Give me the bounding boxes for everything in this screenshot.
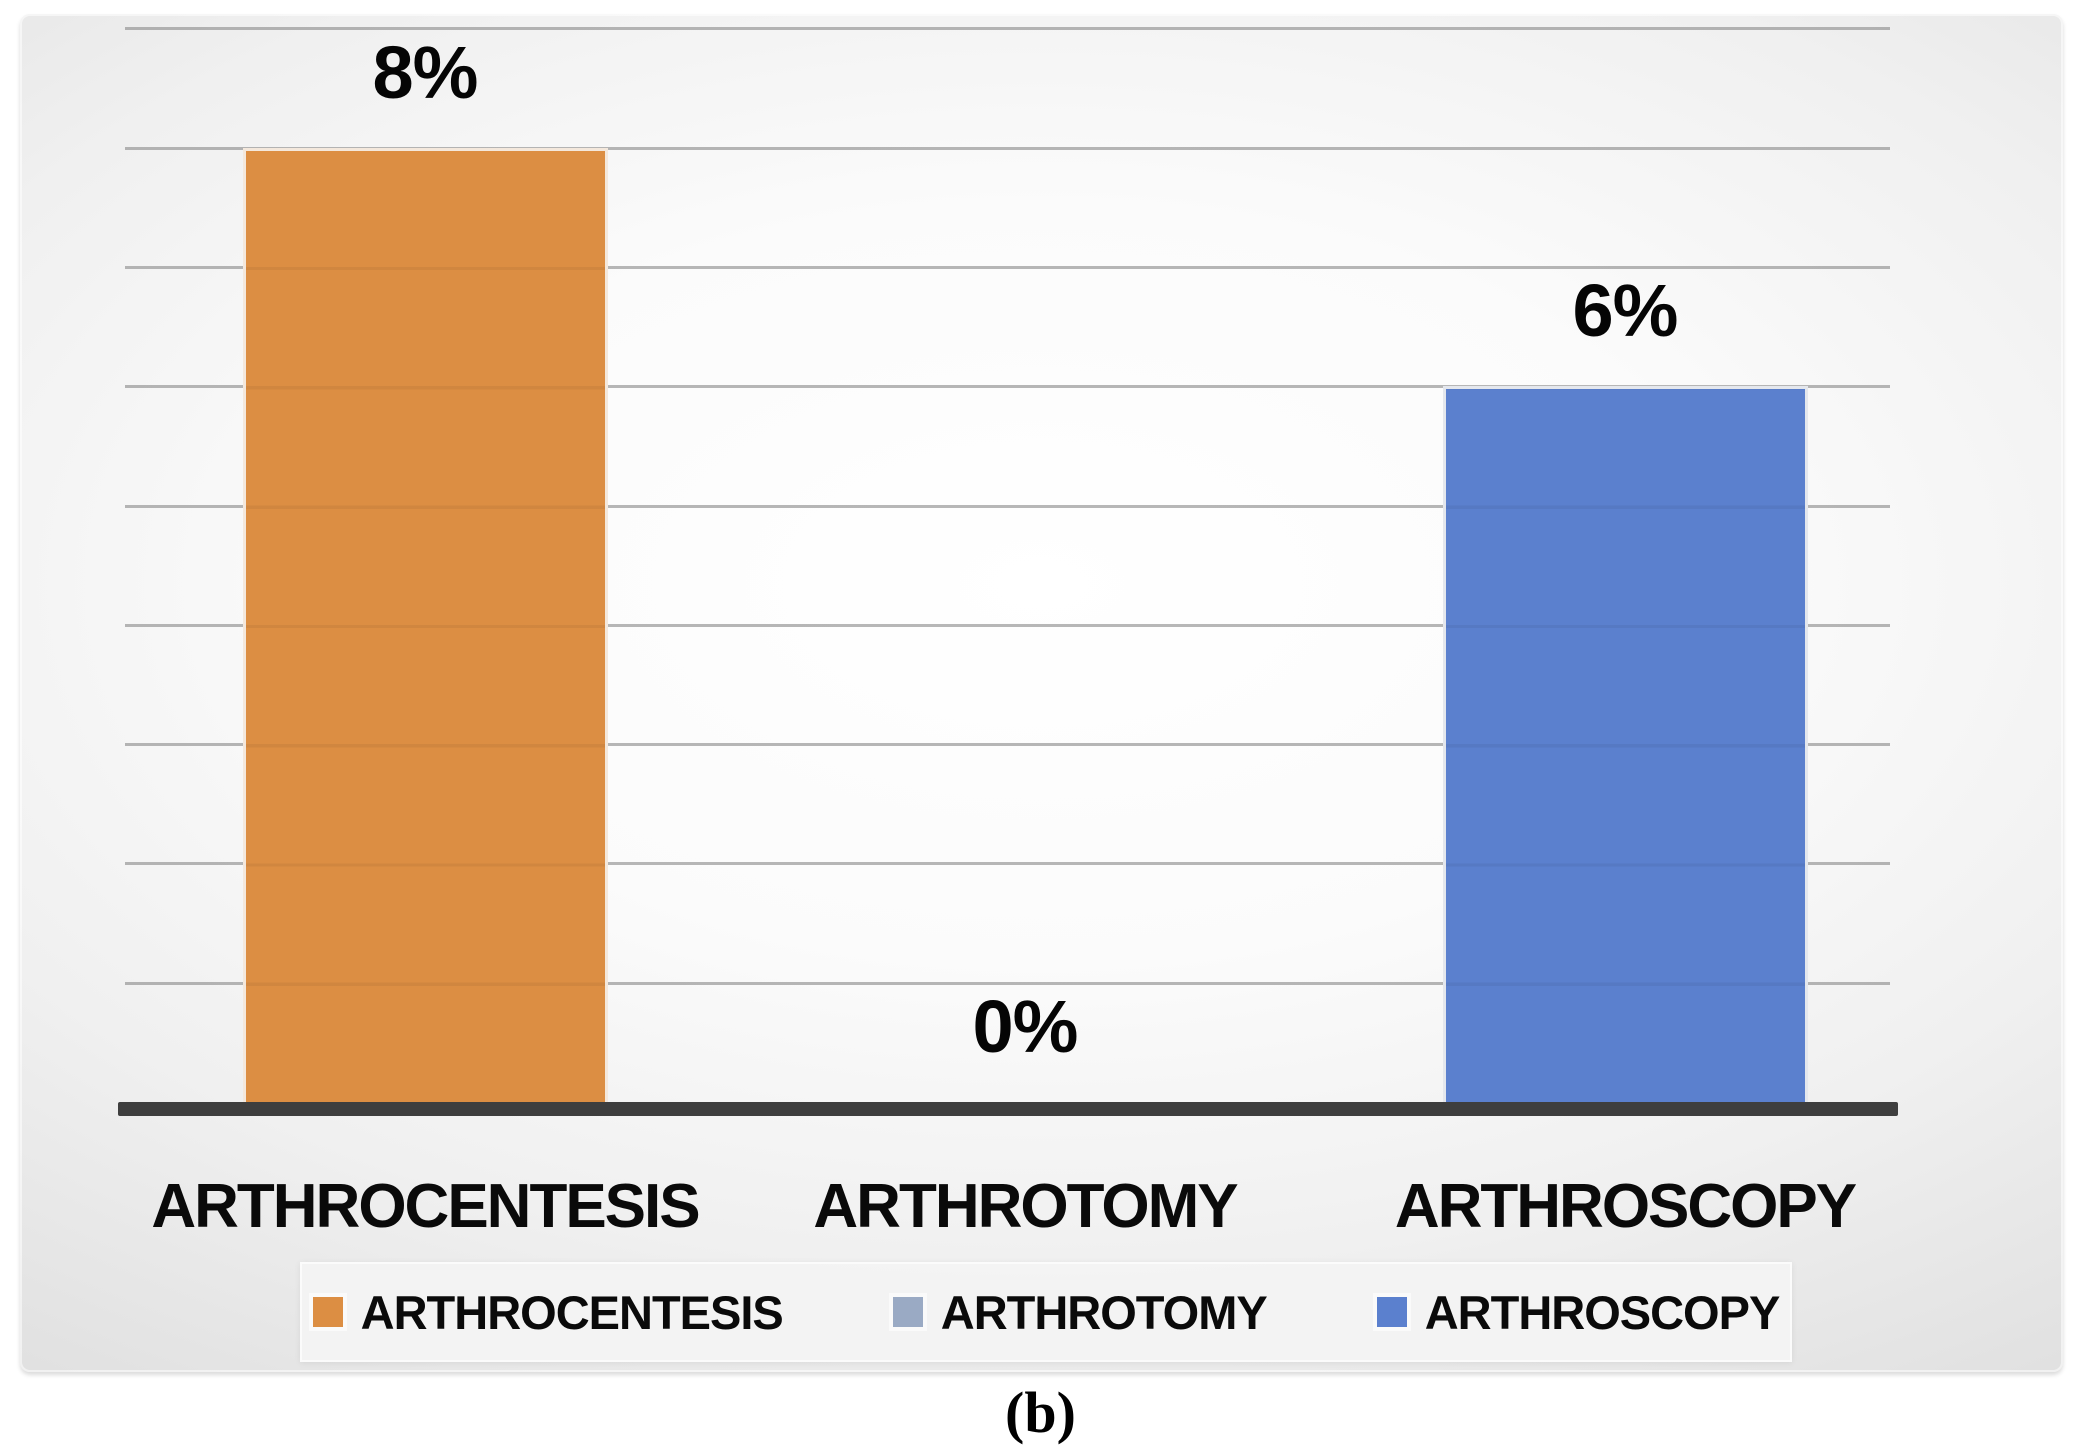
legend-entry-arthrocentesis: ARTHROCENTESIS	[312, 1285, 784, 1340]
gridline-1-percent	[125, 981, 1890, 985]
chart-area: 8% 0% 6% ARTHROCENTESIS ARTHROTOMY ARTHROSCO…	[20, 14, 2063, 1372]
gridline-8-percent	[125, 146, 1890, 150]
bar-arthrocentesis	[242, 147, 608, 1102]
category-label-arthrotomy: ARTHROTOMY	[813, 1172, 1238, 1241]
gridline-2-percent	[125, 862, 1890, 866]
legend: ARTHROCENTESIS ARTHROTOMY ARTHROSCOPY	[300, 1262, 1792, 1362]
gridline-7-percent	[125, 265, 1890, 269]
bar-gridline-sheen	[245, 150, 605, 1102]
data-label-arthroscopy: 6%	[1572, 269, 1679, 353]
bar-arthroscopy	[1442, 386, 1808, 1102]
legend-entry-arthrotomy: ARTHROTOMY	[892, 1285, 1268, 1340]
legend-swatch-arthrocentesis	[312, 1297, 343, 1327]
bar-gridline-sheen	[1445, 389, 1805, 1102]
x-axis-line	[118, 1102, 1898, 1116]
legend-label: ARTHROCENTESIS	[360, 1285, 784, 1339]
gridline-4-percent	[125, 623, 1890, 627]
legend-label: ARTHROSCOPY	[1424, 1285, 1781, 1339]
figure-caption: (b)	[1005, 1380, 1076, 1445]
data-label-arthrotomy: 0%	[972, 985, 1079, 1068]
data-label-arthrocentesis: 8%	[372, 30, 479, 114]
legend-swatch-arthroscopy	[1376, 1297, 1407, 1327]
gridline-9-percent	[125, 27, 1890, 31]
gridline-3-percent	[125, 743, 1890, 747]
legend-label: ARTHROTOMY	[940, 1285, 1268, 1339]
legend-entry-arthroscopy: ARTHROSCOPY	[1376, 1285, 1781, 1340]
gridline-6-percent	[125, 385, 1890, 389]
category-label-arthroscopy: ARTHROSCOPY	[1394, 1172, 1857, 1241]
legend-swatch-arthrotomy	[892, 1297, 923, 1327]
category-label-arthrocentesis: ARTHROCENTESIS	[151, 1172, 700, 1241]
gridline-5-percent	[125, 504, 1890, 508]
